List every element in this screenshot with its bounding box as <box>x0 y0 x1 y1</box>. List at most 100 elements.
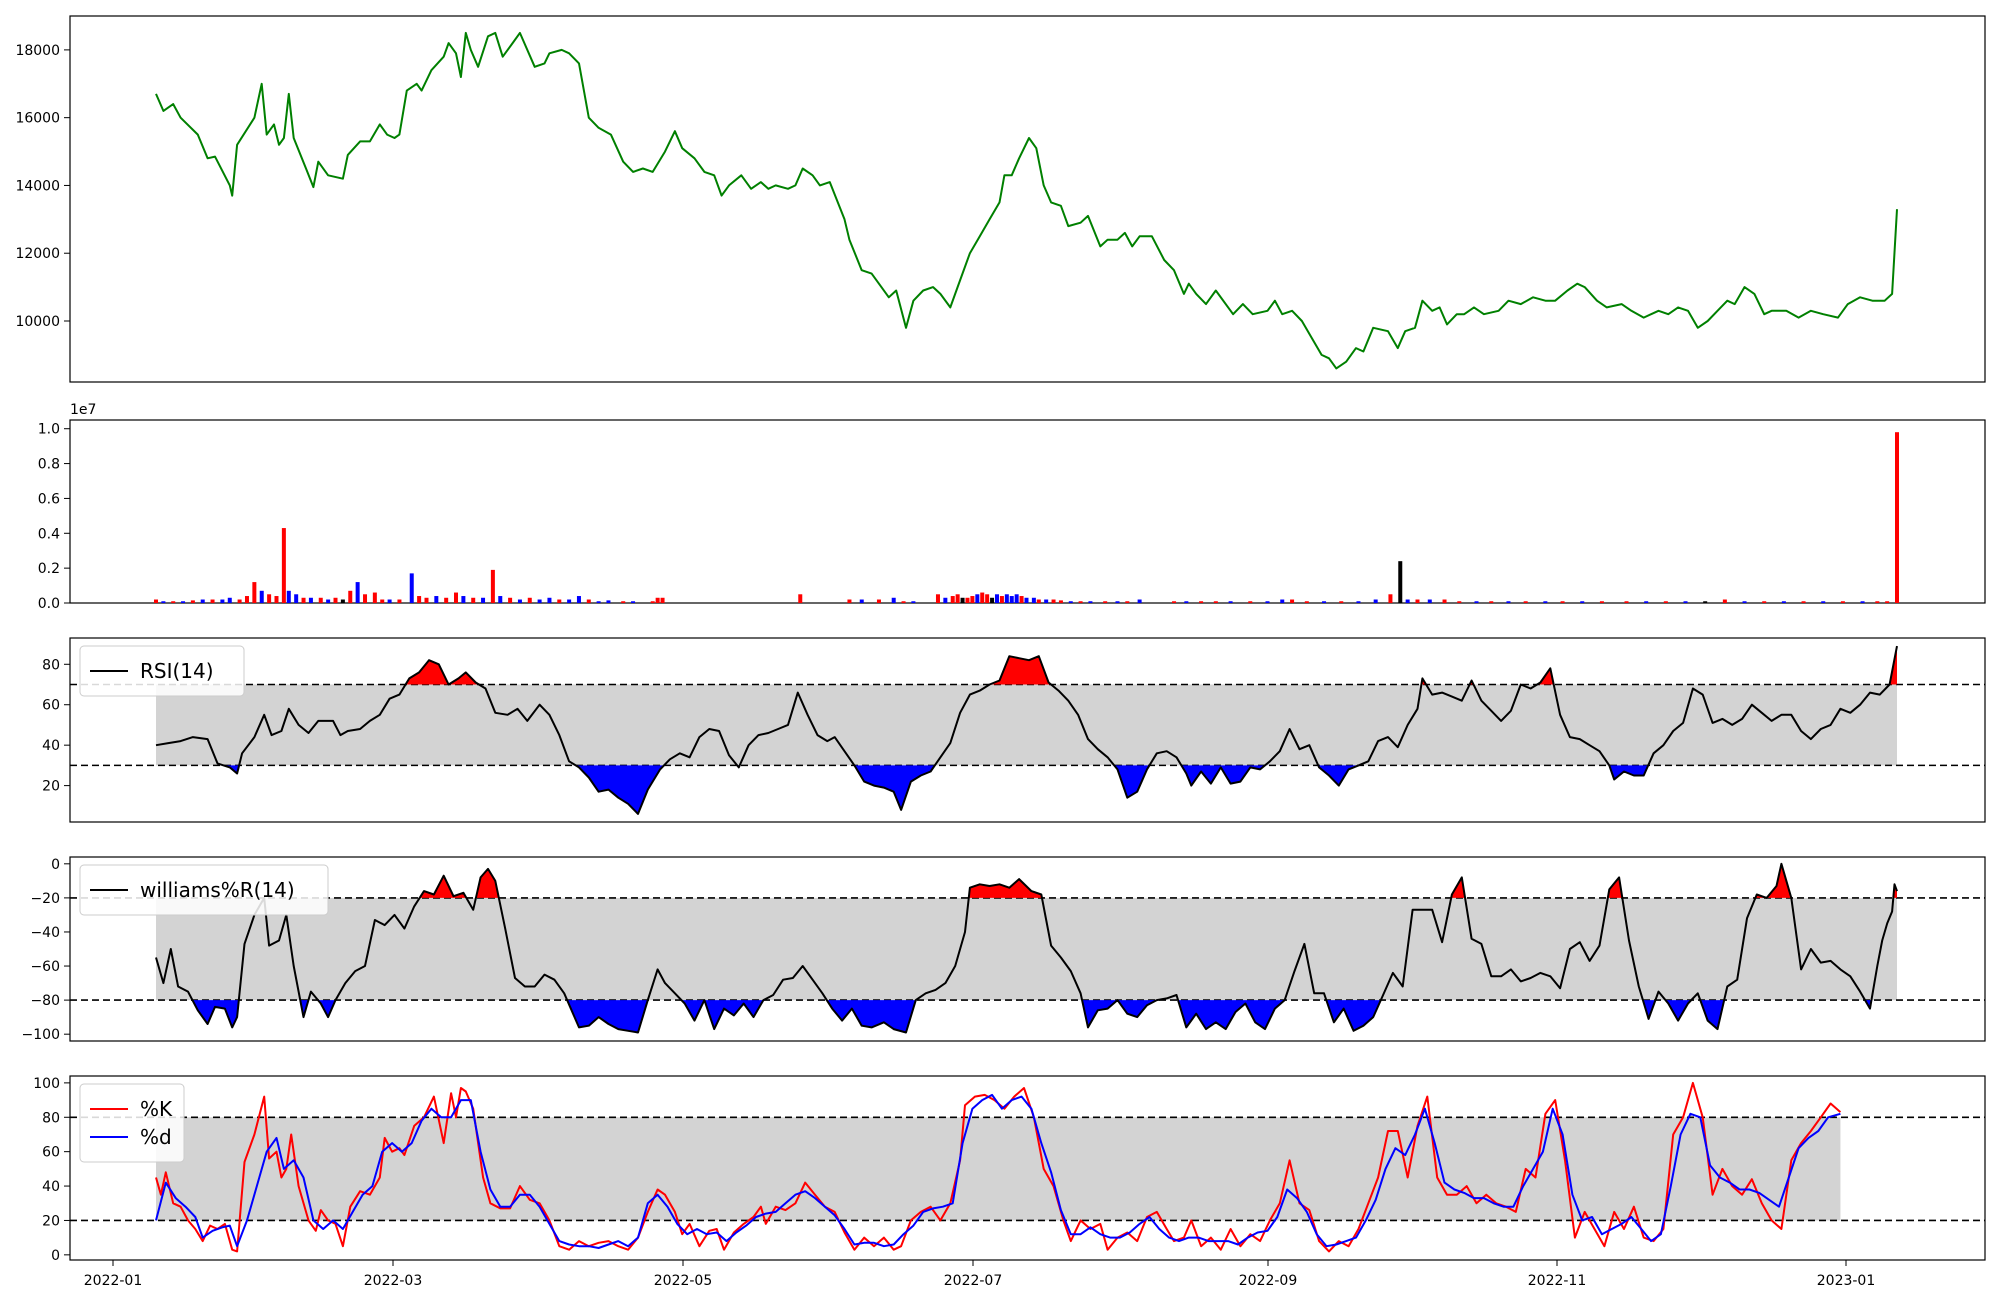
williams-overbought-fill <box>1766 863 1792 898</box>
williams-ytick-label: −80 <box>30 993 60 1009</box>
volume-bar <box>227 597 232 603</box>
volume-bar <box>537 599 542 603</box>
price-panel: 10000 12000 14000 16000 18000 <box>15 15 1986 383</box>
williams-r-panel: −100 −80 −60 −40 −20 0 williams%R(14) <box>22 856 1986 1043</box>
volume-bar <box>1078 601 1083 603</box>
volume-bar <box>444 597 449 603</box>
volume-bar <box>1172 601 1177 603</box>
williams-overbought-fill <box>1607 877 1623 898</box>
williams-overbought-fill <box>1451 877 1465 898</box>
volume-bar <box>1683 601 1688 603</box>
volume-bar <box>1474 601 1479 603</box>
volume-ytick-label: 0.8 <box>38 457 60 473</box>
volume-bar <box>859 599 864 603</box>
x-tick-label: 2022-07 <box>944 1273 1003 1289</box>
rsi-ytick-label: 80 <box>42 657 60 673</box>
rsi-overbought-fill <box>448 672 479 685</box>
rsi-band <box>156 684 1897 766</box>
volume-bar <box>154 599 158 603</box>
volume-bar <box>1009 596 1014 603</box>
volume-bar <box>1415 599 1420 603</box>
volume-bar <box>1248 601 1253 603</box>
volume-bar <box>454 592 459 603</box>
volume-bar <box>621 601 626 603</box>
williams-oversold-fill <box>1642 1000 1656 1019</box>
volume-bar <box>1388 594 1393 603</box>
volume-bar <box>1599 601 1604 603</box>
volume-bar <box>1068 601 1073 603</box>
stochastic-ytick-label: 80 <box>42 1110 60 1126</box>
volume-bar <box>1058 600 1063 603</box>
rsi-ytick-label: 60 <box>42 698 60 714</box>
volume-bar <box>1213 601 1218 603</box>
stochastic-k-line <box>155 1081 1842 1253</box>
price-ytick-label: 18000 <box>15 43 60 59</box>
stochastic-ytick-label: 60 <box>42 1145 60 1161</box>
volume-bar <box>1199 601 1204 603</box>
stochastic-frame <box>69 1075 1986 1261</box>
volume-bar <box>281 528 286 603</box>
rsi-oversold-fill <box>1114 765 1150 798</box>
volume-bar <box>1821 601 1826 603</box>
volume-bar <box>1860 601 1865 603</box>
volume-bar <box>1663 601 1668 603</box>
volume-bar <box>1184 601 1189 603</box>
volume-ytick-label: 0.4 <box>38 526 60 542</box>
volume-bar <box>1644 601 1649 603</box>
x-tick-label: 2022-03 <box>364 1273 423 1289</box>
volume-bar <box>308 597 313 603</box>
volume-bar <box>508 597 513 603</box>
williams-oversold-fill <box>681 1000 705 1021</box>
rsi-legend <box>79 645 245 697</box>
volume-bar <box>1265 601 1270 603</box>
stochastic-band <box>156 1117 1841 1221</box>
volume-bar <box>943 597 948 603</box>
volume-bar <box>417 596 422 603</box>
volume-bar <box>1489 601 1494 603</box>
volume-bar <box>1703 601 1708 603</box>
williams-oversold-fill <box>1665 1000 1692 1021</box>
volume-bar <box>970 596 975 603</box>
volume-bar <box>397 599 402 603</box>
volume-bar <box>1427 599 1432 603</box>
volume-bar <box>461 596 466 603</box>
volume-bar <box>387 599 392 603</box>
volume-bar <box>490 569 495 603</box>
rsi-line <box>155 645 1898 815</box>
volume-bar <box>960 597 965 603</box>
volume-bar <box>355 582 360 603</box>
volume-bar <box>267 594 272 603</box>
williams-oversold-fill <box>1178 1000 1285 1030</box>
volume-bar <box>935 594 940 603</box>
rsi-frame <box>69 637 1986 823</box>
x-tick-label: 2022-09 <box>1239 1273 1298 1289</box>
volume-bar <box>1103 601 1108 603</box>
volume-bar <box>409 573 414 603</box>
volume-bar <box>1088 601 1093 603</box>
williams-ytick-label: −100 <box>22 1027 60 1043</box>
volume-bar <box>244 596 249 603</box>
volume-bar <box>1875 601 1880 603</box>
volume-bar <box>847 599 852 603</box>
volume-bar <box>876 599 881 603</box>
williams-frame <box>69 856 1986 1042</box>
volume-ytick-label: 1.0 <box>38 422 60 438</box>
volume-bar <box>220 599 225 603</box>
williams-line <box>155 862 1898 1034</box>
volume-bar <box>1543 601 1548 603</box>
volume-bar <box>891 597 896 603</box>
williams-band <box>156 897 1897 1001</box>
volume-bar <box>911 601 916 603</box>
volume-bar <box>340 599 345 603</box>
williams-ytick-label: −20 <box>30 891 60 907</box>
volume-bar <box>1339 601 1344 603</box>
williams-overbought-fill <box>968 879 1042 898</box>
rsi-oversold-fill <box>854 765 935 810</box>
volume-bar <box>286 590 291 603</box>
williams-oversold-fill <box>567 1000 648 1033</box>
price-ytick-label: 10000 <box>15 314 60 330</box>
volume-bar <box>567 599 572 603</box>
volume-bar <box>1125 601 1130 603</box>
volume-bar <box>975 594 980 603</box>
